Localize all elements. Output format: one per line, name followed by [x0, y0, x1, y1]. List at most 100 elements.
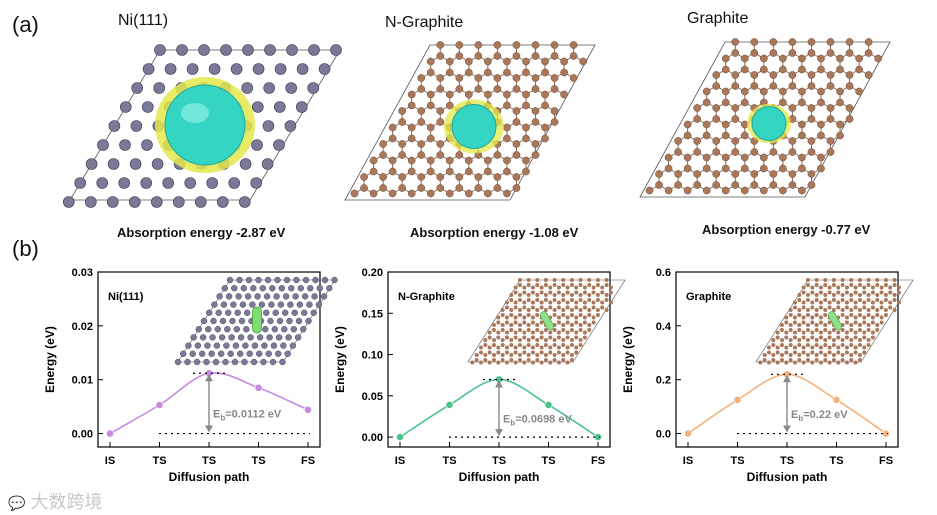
c-atom: [807, 137, 816, 145]
c-atom: [398, 184, 407, 192]
inset-atom: [840, 358, 845, 362]
inset-atom: [849, 313, 854, 317]
inset-atom: [526, 328, 531, 332]
inset-atom: [582, 290, 587, 295]
inset-atom: [805, 313, 810, 317]
inset-atom: [879, 285, 884, 290]
inset-atom: [264, 276, 272, 284]
c-atom: [379, 173, 387, 181]
diffusion-path-marker: [252, 306, 262, 334]
inset-atom: [844, 345, 849, 350]
inset-atom: [857, 313, 862, 317]
c-atom: [360, 173, 368, 181]
inset-atom: [857, 308, 862, 312]
inset-atom: [565, 300, 570, 305]
inset-atom: [556, 285, 561, 290]
c-atom: [740, 98, 749, 107]
ni-atom: [228, 177, 240, 189]
c-atom: [522, 57, 530, 66]
inset-atom: [892, 278, 897, 282]
inset-atom: [818, 330, 823, 335]
inset-atom: [801, 330, 806, 335]
inset-atom: [535, 323, 540, 327]
c-atom: [493, 151, 502, 159]
inset-atom: [231, 358, 239, 366]
ni-atom: [63, 196, 75, 208]
inset-atom: [552, 353, 557, 357]
inset-atom: [779, 343, 784, 347]
c-atom: [731, 181, 740, 189]
inset-atom: [291, 309, 298, 316]
ni-atom: [208, 63, 221, 75]
c-atom: [655, 170, 663, 178]
inset-atom: [265, 350, 272, 358]
c-atom: [817, 65, 825, 74]
inset-atom: [574, 345, 579, 350]
inset-atom: [543, 283, 548, 287]
inset-atom: [219, 317, 227, 325]
c-atom: [407, 189, 416, 198]
c-atom: [445, 167, 454, 176]
inset-atom: [517, 323, 522, 327]
inset-atom: [491, 328, 496, 332]
inset-atom: [805, 293, 810, 297]
inset-atom: [483, 343, 488, 347]
c-atom: [436, 74, 445, 82]
c-atom: [522, 123, 530, 132]
inset-atom: [228, 334, 235, 341]
inset-atom: [216, 293, 223, 300]
inset-atom: [831, 293, 836, 297]
inset-atom: [844, 285, 849, 290]
data-point: [445, 401, 454, 409]
y-tick-label: 0.4: [656, 321, 672, 333]
inset-atom: [792, 315, 797, 320]
inset-atom: [797, 323, 802, 327]
c-atom: [531, 118, 540, 126]
c-atom: [503, 90, 511, 99]
inset-atom: [569, 353, 574, 357]
data-point: [106, 429, 114, 438]
inset-label: N-Graphite: [398, 291, 455, 303]
inset-atom: [831, 278, 836, 282]
c-atom: [550, 41, 559, 49]
inset-atom: [185, 342, 192, 349]
inset-atom: [243, 325, 250, 333]
c-atom: [702, 87, 711, 96]
inset-atom: [212, 358, 220, 366]
inset-atom: [217, 350, 225, 358]
inset-atom: [526, 308, 531, 312]
inset-atom: [879, 305, 884, 310]
inset-atom: [587, 298, 592, 302]
inset-atom: [805, 328, 810, 332]
y-tick-label: 0.6: [656, 267, 671, 279]
ni-atom: [261, 158, 274, 170]
c-atom: [426, 101, 435, 110]
inset-atom: [530, 320, 535, 325]
inset-atom: [526, 353, 531, 357]
ni-atom: [262, 120, 275, 132]
ni-atom: [318, 63, 331, 75]
c-atom: [817, 153, 825, 162]
c-atom: [731, 38, 740, 46]
c-atom: [455, 151, 464, 159]
inset-atom: [857, 338, 862, 342]
y-tick-label: 0.0: [656, 429, 671, 441]
c-atom: [464, 189, 473, 198]
inset-atom: [530, 285, 535, 290]
c-atom: [826, 148, 835, 156]
inset-atom: [857, 358, 862, 362]
inset-atom: [487, 345, 492, 350]
c-atom: [426, 134, 435, 143]
c-atom: [464, 156, 473, 165]
inset-atom: [797, 353, 802, 357]
c-atom: [569, 52, 578, 60]
c-atom: [731, 71, 740, 79]
inset-atom: [784, 345, 789, 350]
ni-atom: [176, 44, 188, 56]
c-atom: [798, 65, 806, 74]
inset-atom: [862, 305, 867, 310]
ni-atom: [217, 196, 229, 208]
inset-atom: [500, 338, 505, 342]
c-atom: [807, 181, 816, 189]
c-atom: [455, 184, 464, 192]
